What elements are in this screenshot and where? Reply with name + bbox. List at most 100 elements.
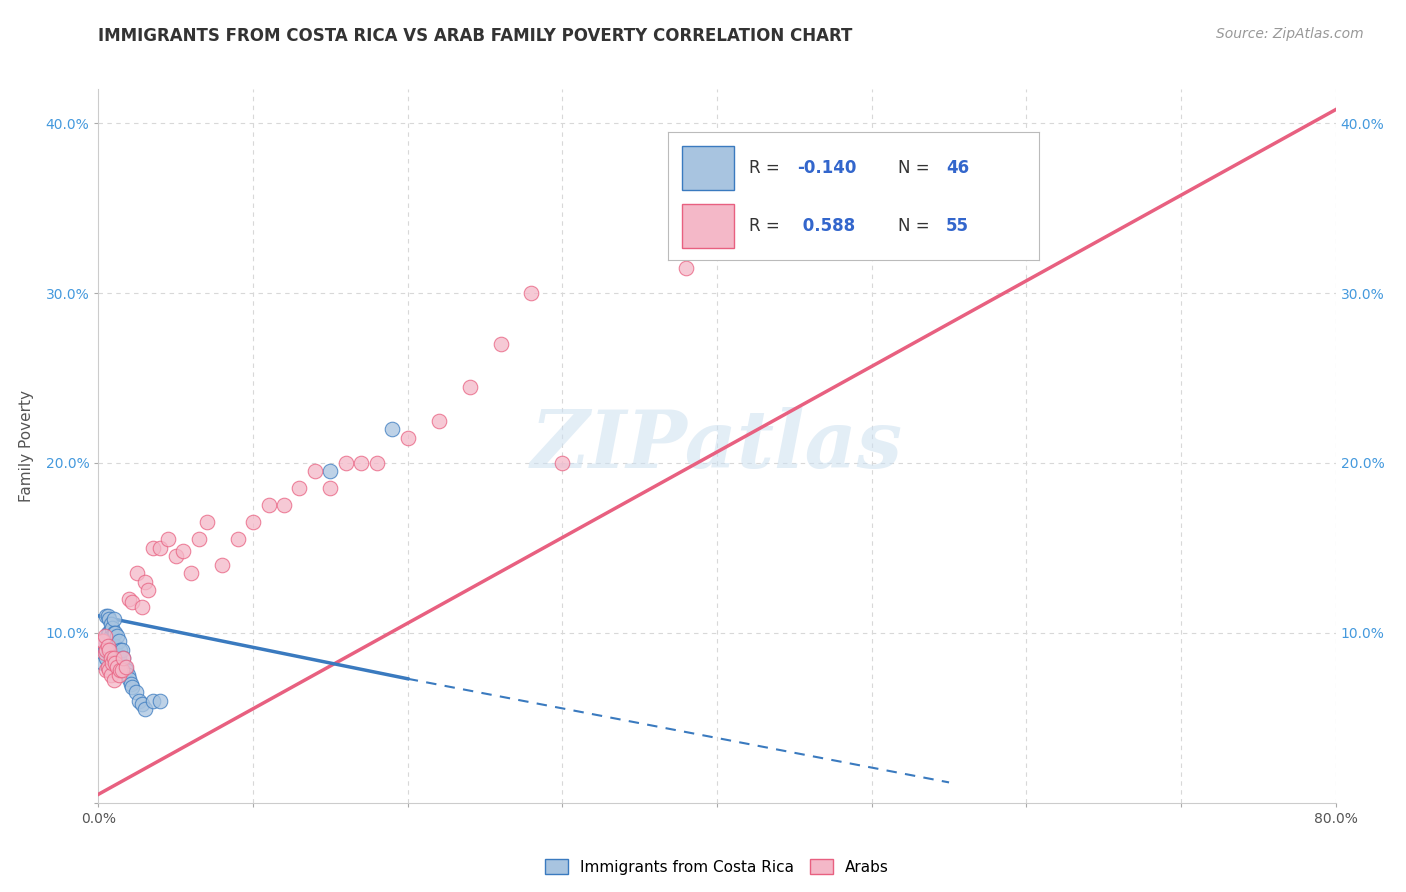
Point: [118, 672, 141, 686]
Point: [111, 660, 134, 674]
Point: [350, 456, 373, 470]
Point: [107, 651, 129, 665]
Point: [118, 591, 141, 606]
Point: [149, 541, 172, 555]
Point: [111, 663, 134, 677]
Point: [108, 643, 131, 657]
Point: [97, 660, 120, 674]
Bar: [682, 146, 734, 190]
Point: [100, 646, 122, 660]
Text: N =: N =: [897, 217, 935, 235]
Point: [103, 612, 125, 626]
Point: [97, 626, 120, 640]
Point: [115, 663, 138, 677]
Point: [114, 660, 136, 674]
Point: [97, 643, 120, 657]
Point: [105, 660, 128, 674]
Point: [104, 626, 127, 640]
Point: [195, 516, 218, 530]
Point: [91, 634, 114, 648]
Point: [103, 626, 125, 640]
Point: [98, 626, 121, 640]
Point: [103, 651, 125, 665]
Text: 46: 46: [946, 159, 969, 177]
Point: [111, 643, 134, 657]
Point: [188, 533, 211, 547]
Point: [96, 651, 118, 665]
Point: [427, 413, 450, 427]
Point: [134, 702, 156, 716]
Point: [108, 663, 131, 677]
Point: [91, 634, 114, 648]
Text: R =: R =: [749, 217, 785, 235]
Point: [131, 698, 153, 712]
Point: [396, 430, 419, 444]
Point: [115, 660, 138, 674]
Point: [101, 638, 124, 652]
Point: [149, 694, 172, 708]
Point: [134, 574, 156, 589]
Point: [319, 465, 342, 479]
Point: [173, 544, 195, 558]
Point: [242, 516, 264, 530]
Point: [96, 663, 118, 677]
Text: -0.140: -0.140: [797, 159, 856, 177]
Text: Source: ZipAtlas.com: Source: ZipAtlas.com: [1216, 27, 1364, 41]
Text: 55: 55: [946, 217, 969, 235]
Text: 0.588: 0.588: [797, 217, 856, 235]
Point: [211, 558, 233, 572]
Point: [124, 685, 146, 699]
Text: ZIPatlas: ZIPatlas: [531, 408, 903, 484]
Point: [335, 456, 357, 470]
Point: [121, 680, 143, 694]
Point: [103, 673, 125, 688]
Point: [127, 566, 149, 581]
Point: [489, 337, 512, 351]
Point: [142, 694, 165, 708]
Point: [98, 646, 121, 660]
Point: [551, 456, 574, 470]
Point: [100, 629, 122, 643]
Point: [105, 651, 128, 665]
Point: [112, 651, 135, 665]
Point: [96, 634, 118, 648]
Point: [458, 379, 481, 393]
Point: [142, 541, 165, 555]
Point: [93, 646, 115, 660]
Point: [100, 651, 122, 665]
Point: [257, 499, 280, 513]
Point: [98, 663, 121, 677]
Point: [97, 608, 120, 623]
Point: [675, 260, 697, 275]
Point: [319, 482, 342, 496]
Point: [121, 595, 143, 609]
Point: [101, 657, 124, 671]
Point: [107, 634, 129, 648]
Point: [91, 657, 114, 671]
Point: [107, 668, 129, 682]
Point: [104, 657, 127, 671]
Bar: [682, 204, 734, 248]
Point: [100, 617, 122, 632]
Text: N =: N =: [897, 159, 935, 177]
Point: [381, 422, 404, 436]
Point: [100, 668, 122, 682]
Point: [90, 634, 112, 648]
Text: R =: R =: [749, 159, 785, 177]
Point: [98, 643, 121, 657]
Point: [98, 612, 121, 626]
Point: [273, 499, 295, 513]
Point: [366, 456, 388, 470]
Point: [117, 668, 139, 682]
Point: [136, 583, 159, 598]
Text: IMMIGRANTS FROM COSTA RICA VS ARAB FAMILY POVERTY CORRELATION CHART: IMMIGRANTS FROM COSTA RICA VS ARAB FAMIL…: [98, 27, 853, 45]
Point: [103, 651, 125, 665]
Point: [101, 621, 124, 635]
Point: [120, 677, 142, 691]
Point: [105, 629, 128, 643]
Point: [157, 533, 180, 547]
Point: [131, 600, 153, 615]
Point: [96, 643, 118, 657]
Point: [304, 465, 326, 479]
Point: [128, 694, 150, 708]
